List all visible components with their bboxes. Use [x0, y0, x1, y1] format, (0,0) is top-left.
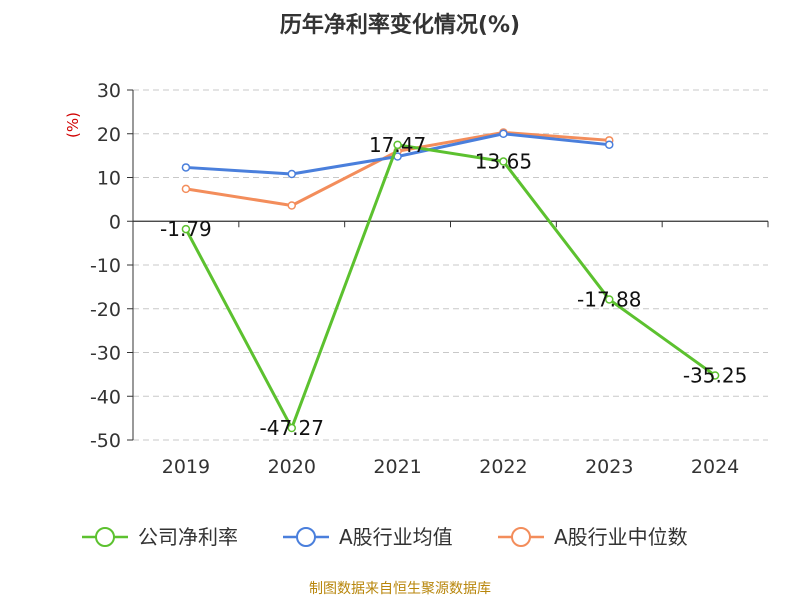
x-tick-label: 2021	[373, 456, 421, 478]
series-layer	[181, 128, 720, 433]
y-tick-label: 20	[97, 124, 121, 146]
legend-marker	[296, 527, 316, 547]
y-tick-label: 10	[97, 168, 121, 190]
data-label: -17.88	[577, 287, 641, 311]
legend-item: A股行业均值	[283, 525, 453, 549]
chart-title: 历年净利率变化情况(%)	[280, 12, 520, 38]
data-label: -35.25	[683, 363, 747, 387]
grid-layer	[133, 89, 768, 441]
series-line	[184, 143, 717, 430]
x-tick-label: 2024	[691, 456, 739, 478]
series-point	[393, 140, 402, 150]
legend-item: A股行业中位数	[498, 525, 688, 549]
y-tick-label: -10	[90, 255, 121, 277]
y-tick-label: 30	[97, 80, 121, 102]
legend: 公司净利率 A股行业均值 A股行业中位数	[82, 525, 688, 549]
x-tick-label: 2019	[162, 456, 210, 478]
y-tick-label: -50	[90, 430, 121, 452]
series-point	[499, 157, 508, 166]
x-tick-label: 2020	[268, 456, 316, 478]
axis-layer: 30 20 10 0 -10 -20 -30 -40 -50 2019 2020 2021 2022 20…	[90, 80, 769, 478]
legend-marker	[511, 527, 531, 547]
series-point	[287, 201, 296, 210]
data-label: 17.47	[369, 133, 426, 157]
y-tick-label: 0	[109, 211, 121, 233]
series-point	[287, 423, 296, 433]
legend-label: A股行业均值	[339, 525, 453, 549]
legend-marker	[95, 527, 115, 547]
series-point	[287, 169, 296, 179]
y-axis-label: (%)	[64, 112, 82, 138]
source-note: 制图数据来自恒生聚源数据库	[309, 581, 491, 597]
series-point	[499, 129, 508, 138]
series-point	[181, 163, 191, 172]
data-label: 13.65	[475, 150, 532, 174]
legend-label: A股行业中位数	[554, 525, 688, 549]
y-tick-label: -20	[90, 299, 121, 321]
series-point	[181, 184, 191, 194]
data-label: -47.27	[260, 416, 324, 440]
series-point	[605, 140, 614, 149]
x-tick-label: 2023	[585, 456, 633, 478]
y-tick-label: -30	[90, 343, 121, 365]
series-point	[181, 224, 191, 234]
series-point	[605, 295, 614, 304]
data-label: -1.79	[160, 217, 212, 241]
series-point	[710, 371, 720, 380]
x-tick-label: 2022	[479, 456, 527, 478]
legend-item: 公司净利率	[82, 525, 238, 549]
data-label-layer: -1.79 -47.27 17.47 13.65 -17.88 -35.25	[160, 133, 747, 440]
legend-label: 公司净利率	[138, 525, 238, 549]
y-tick-label: -40	[90, 386, 121, 408]
